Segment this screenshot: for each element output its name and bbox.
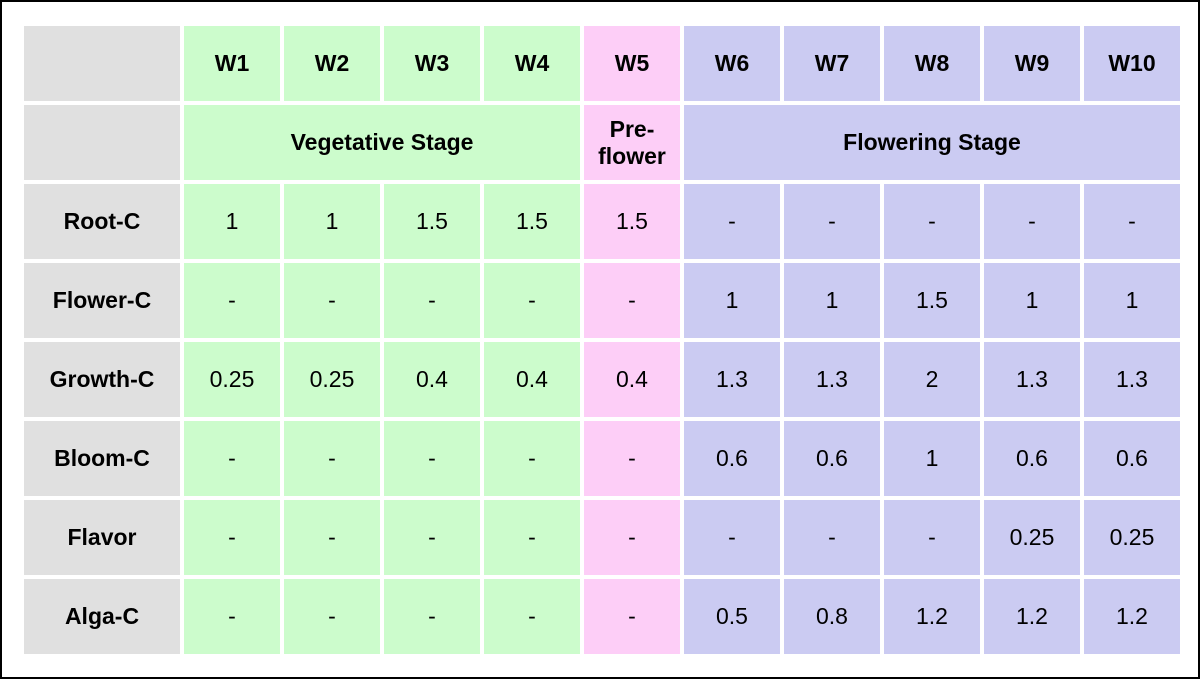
corner-cell <box>24 26 180 101</box>
value-cell: 1.2 <box>984 579 1080 654</box>
value-cell: - <box>584 500 680 575</box>
week-header-w7: W7 <box>784 26 880 101</box>
table-row-bloom-c: Bloom-C - - - - - 0.6 0.6 1 0.6 0.6 <box>24 421 1180 496</box>
value-cell: 1.3 <box>984 342 1080 417</box>
value-cell: - <box>284 500 380 575</box>
value-cell: - <box>184 500 280 575</box>
week-header-w6: W6 <box>684 26 780 101</box>
value-cell: 1.3 <box>1084 342 1180 417</box>
week-header-w1: W1 <box>184 26 280 101</box>
value-cell: - <box>384 579 480 654</box>
value-cell: 1.2 <box>1084 579 1180 654</box>
value-cell: - <box>984 184 1080 259</box>
value-cell: - <box>384 421 480 496</box>
week-header-w4: W4 <box>484 26 580 101</box>
value-cell: - <box>284 263 380 338</box>
value-cell: 0.6 <box>684 421 780 496</box>
value-cell: 0.25 <box>284 342 380 417</box>
value-cell: 1.5 <box>584 184 680 259</box>
week-header-w5: W5 <box>584 26 680 101</box>
corner-cell <box>24 105 180 180</box>
value-cell: 1 <box>984 263 1080 338</box>
value-cell: 0.25 <box>984 500 1080 575</box>
value-cell: - <box>184 579 280 654</box>
value-cell: 0.4 <box>584 342 680 417</box>
value-cell: 1.5 <box>384 184 480 259</box>
value-cell: 1 <box>284 184 380 259</box>
value-cell: - <box>484 579 580 654</box>
feeding-schedule-table: W1 W2 W3 W4 W5 W6 W7 W8 W9 W10 Vegetativ… <box>20 22 1184 658</box>
stage-preflower: Pre-flower <box>584 105 680 180</box>
value-cell: 0.6 <box>984 421 1080 496</box>
stage-vegetative: Vegetative Stage <box>184 105 580 180</box>
value-cell: - <box>484 500 580 575</box>
value-cell: 1 <box>1084 263 1180 338</box>
row-label-flavor: Flavor <box>24 500 180 575</box>
value-cell: 1.5 <box>884 263 980 338</box>
table-row-root-c: Root-C 1 1 1.5 1.5 1.5 - - - - - <box>24 184 1180 259</box>
week-header-w9: W9 <box>984 26 1080 101</box>
value-cell: - <box>184 421 280 496</box>
value-cell: 1.5 <box>484 184 580 259</box>
value-cell: 0.6 <box>784 421 880 496</box>
value-cell: 1 <box>884 421 980 496</box>
week-header-w2: W2 <box>284 26 380 101</box>
value-cell: - <box>784 500 880 575</box>
value-cell: - <box>384 500 480 575</box>
week-header-w10: W10 <box>1084 26 1180 101</box>
value-cell: 2 <box>884 342 980 417</box>
week-header-w3: W3 <box>384 26 480 101</box>
table-row-growth-c: Growth-C 0.25 0.25 0.4 0.4 0.4 1.3 1.3 2… <box>24 342 1180 417</box>
table-row-alga-c: Alga-C - - - - - 0.5 0.8 1.2 1.2 1.2 <box>24 579 1180 654</box>
value-cell: - <box>484 421 580 496</box>
table-row-flower-c: Flower-C - - - - - 1 1 1.5 1 1 <box>24 263 1180 338</box>
value-cell: - <box>284 421 380 496</box>
value-cell: 0.5 <box>684 579 780 654</box>
value-cell: 1 <box>184 184 280 259</box>
row-label-bloom-c: Bloom-C <box>24 421 180 496</box>
value-cell: - <box>584 579 680 654</box>
value-cell: - <box>584 263 680 338</box>
row-label-root-c: Root-C <box>24 184 180 259</box>
value-cell: - <box>684 500 780 575</box>
row-label-growth-c: Growth-C <box>24 342 180 417</box>
value-cell: - <box>384 263 480 338</box>
value-cell: - <box>484 263 580 338</box>
value-cell: - <box>684 184 780 259</box>
week-header-w8: W8 <box>884 26 980 101</box>
value-cell: 0.25 <box>184 342 280 417</box>
value-cell: - <box>784 184 880 259</box>
value-cell: - <box>184 263 280 338</box>
row-label-flower-c: Flower-C <box>24 263 180 338</box>
value-cell: 0.8 <box>784 579 880 654</box>
value-cell: 0.25 <box>1084 500 1180 575</box>
value-cell: 0.4 <box>484 342 580 417</box>
stage-flowering: Flowering Stage <box>684 105 1180 180</box>
value-cell: 1.3 <box>684 342 780 417</box>
value-cell: 1 <box>684 263 780 338</box>
value-cell: - <box>284 579 380 654</box>
table-row-flavor: Flavor - - - - - - - - 0.25 0.25 <box>24 500 1180 575</box>
stage-header-row: Vegetative Stage Pre-flower Flowering St… <box>24 105 1180 180</box>
value-cell: 0.4 <box>384 342 480 417</box>
row-label-alga-c: Alga-C <box>24 579 180 654</box>
value-cell: - <box>884 500 980 575</box>
value-cell: 1.3 <box>784 342 880 417</box>
value-cell: 1.2 <box>884 579 980 654</box>
value-cell: - <box>1084 184 1180 259</box>
value-cell: - <box>884 184 980 259</box>
week-header-row: W1 W2 W3 W4 W5 W6 W7 W8 W9 W10 <box>24 26 1180 101</box>
value-cell: 0.6 <box>1084 421 1180 496</box>
value-cell: 1 <box>784 263 880 338</box>
value-cell: - <box>584 421 680 496</box>
